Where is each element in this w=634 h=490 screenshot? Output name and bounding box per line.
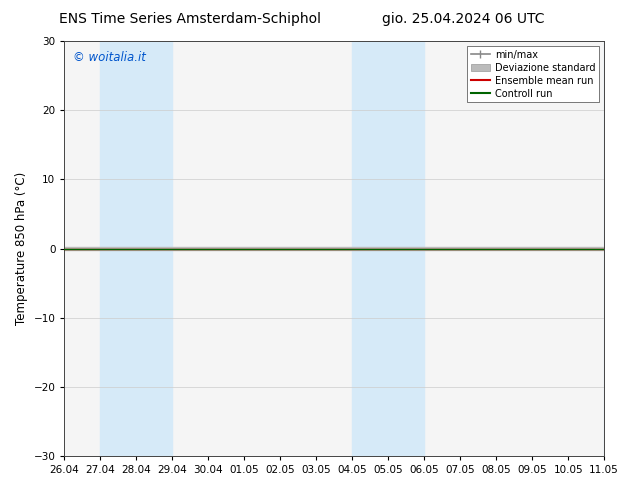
Text: gio. 25.04.2024 06 UTC: gio. 25.04.2024 06 UTC — [382, 12, 544, 26]
Bar — [353, 41, 424, 456]
Text: © woitalia.it: © woitalia.it — [72, 51, 145, 64]
Y-axis label: Temperature 850 hPa (°C): Temperature 850 hPa (°C) — [15, 172, 28, 325]
Legend: min/max, Deviazione standard, Ensemble mean run, Controll run: min/max, Deviazione standard, Ensemble m… — [467, 46, 599, 102]
Bar — [604, 41, 634, 456]
Bar — [100, 41, 172, 456]
Text: ENS Time Series Amsterdam-Schiphol: ENS Time Series Amsterdam-Schiphol — [59, 12, 321, 26]
